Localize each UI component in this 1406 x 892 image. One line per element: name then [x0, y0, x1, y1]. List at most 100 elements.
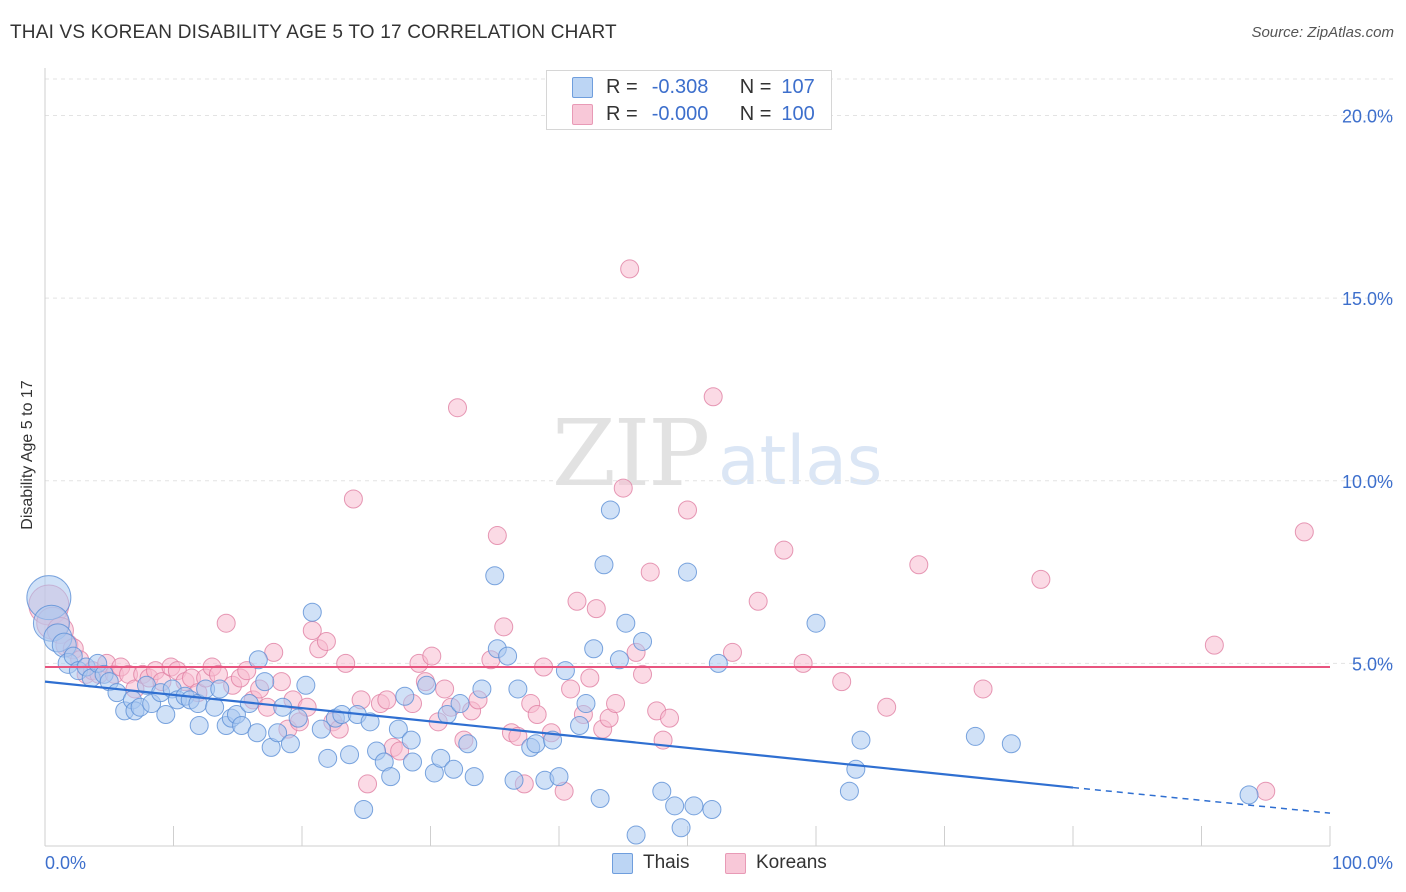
thai-point [232, 715, 252, 735]
thai-point [210, 679, 230, 699]
legend-r-value: -0.000 [651, 102, 709, 125]
thai-point [652, 781, 672, 801]
thai-point [302, 602, 322, 622]
korean-point [909, 555, 929, 575]
thai-point [401, 730, 421, 750]
thai-point [395, 686, 415, 706]
thai-point [633, 631, 653, 651]
legend-n-value: 100 [781, 102, 815, 125]
korean-point [527, 705, 547, 725]
korean-point [271, 672, 291, 692]
thai-point [280, 734, 300, 754]
legend-n-label: N = [739, 75, 772, 98]
thai-point [354, 799, 374, 819]
korean-point [561, 679, 581, 699]
thai-point [671, 818, 691, 838]
korean-point [567, 591, 587, 611]
thai-point [526, 734, 546, 754]
korean-point [316, 631, 336, 651]
thai-point [381, 767, 401, 787]
thais-swatch [572, 76, 593, 98]
korean-point [633, 664, 653, 684]
korean-point [1031, 569, 1051, 589]
thai-point [340, 745, 360, 765]
thai-point [576, 694, 596, 714]
y-tick-label: 10.0% [1342, 472, 1393, 492]
thai-point [464, 767, 484, 787]
korean-point [678, 500, 697, 520]
thai-point [296, 675, 316, 695]
korean-point [722, 642, 742, 662]
y-tick-label: 20.0% [1342, 107, 1393, 127]
y-tick-label: 5.0% [1352, 654, 1393, 674]
thai-point [609, 650, 629, 670]
bottom-legend-thais: Thais [612, 852, 689, 874]
thai-point [504, 770, 524, 790]
chart-title: THAI VS KOREAN DISABILITY AGE 5 TO 17 CO… [10, 22, 617, 43]
thai-point [205, 697, 225, 717]
korean-point [1294, 522, 1314, 542]
korean-point [660, 708, 680, 728]
koreans-label: Koreans [756, 852, 827, 873]
koreans-swatch [725, 852, 746, 874]
thai-point [570, 715, 590, 735]
korean-point [586, 599, 606, 619]
koreans-swatch [572, 103, 593, 125]
thai-point [318, 748, 338, 768]
thai-point [708, 653, 728, 673]
korean-point [748, 591, 768, 611]
legend-r-label: R = [606, 102, 638, 125]
thai-point [678, 562, 697, 582]
thai-point [458, 734, 478, 754]
thai-trend-line [44, 680, 1074, 789]
thai-point [549, 767, 569, 787]
y-tick-label: 15.0% [1342, 289, 1393, 309]
korean-point [494, 617, 514, 637]
korean-point [487, 526, 507, 546]
korean-point [606, 694, 626, 714]
korean-point [447, 398, 467, 418]
thai-point [417, 675, 437, 695]
korean-point [435, 679, 455, 699]
korean-point [1256, 781, 1276, 801]
thai-point [590, 789, 610, 809]
legend-n-value: 107 [781, 75, 815, 98]
korean-point [336, 653, 356, 673]
korean-point [640, 562, 660, 582]
thai-point [248, 650, 268, 670]
thai-point [616, 613, 636, 633]
legend-r-label: R = [606, 75, 638, 98]
thai-trend-extension [1072, 786, 1331, 814]
watermark-atlas: atlas [718, 422, 883, 501]
chart-source: Source: ZipAtlas.com [1251, 24, 1394, 41]
x-tick-label: 0.0% [45, 853, 86, 873]
thai-point [485, 566, 505, 586]
thai-point [156, 705, 176, 725]
thai-point [498, 646, 518, 666]
legend-r-value: -0.308 [651, 75, 709, 98]
thai-point [851, 730, 871, 750]
thai-point [189, 715, 209, 735]
thai-point [600, 500, 620, 520]
thai-point [846, 759, 866, 779]
thai-point [1001, 734, 1021, 754]
thai-point [247, 723, 267, 743]
thais-label: Thais [643, 852, 690, 873]
thai-point [508, 679, 528, 699]
korean-point [580, 668, 600, 688]
thai-point [1239, 785, 1259, 805]
thai-point [684, 796, 704, 816]
thai-point [839, 781, 859, 801]
thai-point [311, 719, 331, 739]
thai-point [472, 679, 492, 699]
thai-point [665, 796, 685, 816]
thai-point [584, 639, 604, 659]
thai-point [543, 730, 563, 750]
thai-point [450, 694, 470, 714]
legend-row-koreans: R = -0.000 N = 100 [547, 101, 815, 127]
korean-point [613, 478, 633, 498]
thais-swatch [612, 852, 633, 874]
thai-point [403, 752, 423, 772]
thai-point [255, 672, 275, 692]
thai-point [431, 748, 451, 768]
